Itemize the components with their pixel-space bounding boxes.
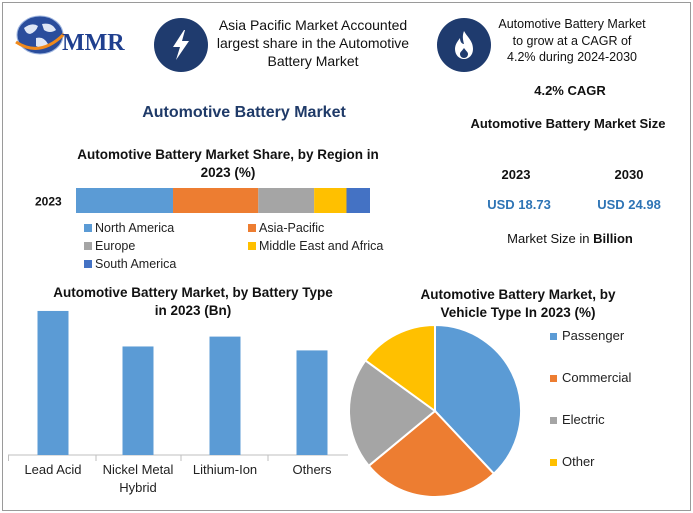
region-chart: 2023 North America Asia-Pacific Europe Middl…	[35, 188, 383, 271]
vehicle-legend-label: Electric	[562, 412, 605, 427]
value-2030: USD 24.98	[597, 197, 661, 212]
region-chart-title: Automotive Battery Market Share, by Regi…	[77, 147, 379, 180]
region-legend-swatch	[84, 260, 92, 268]
card2-icon-circle	[437, 18, 491, 72]
year-2023-label: 2023	[501, 167, 531, 182]
battery-category-label: Others	[292, 462, 332, 477]
flame-icon	[455, 31, 473, 59]
vehicle-pie-slice	[348, 359, 437, 468]
region-legend-label: Europe	[95, 239, 135, 253]
lightning-icon	[173, 30, 189, 60]
vehicle-chart: Passenger Commercial Electric Other	[348, 323, 631, 498]
vehicle-pie-slice	[434, 323, 522, 476]
vehicle-legend-swatch	[550, 459, 557, 466]
battery-bar	[122, 346, 154, 455]
vehicle-legend-label: Commercial	[562, 370, 631, 385]
card1-icon-circle	[154, 18, 208, 72]
region-legend-label: Asia-Pacific	[259, 221, 324, 235]
vehicle-chart-title: Automotive Battery Market, by Vehicle Ty…	[420, 287, 616, 320]
card2-text: Automotive Battery Market to grow at a C…	[498, 17, 646, 64]
vehicle-legend-label: Other	[562, 454, 595, 469]
region-bar-segment	[314, 188, 347, 213]
region-category-label: 2023	[35, 195, 62, 209]
region-bar-segment	[76, 188, 174, 213]
battery-category-label: Lithium-Ion	[193, 462, 257, 477]
region-legend-swatch	[248, 242, 256, 250]
battery-category-label: Nickel Metal	[103, 462, 174, 477]
region-legend-swatch	[248, 224, 256, 232]
battery-category-label: Hybrid	[119, 480, 157, 495]
region-bar-segment	[258, 188, 315, 213]
region-legend-label: Middle East and Africa	[259, 239, 383, 253]
page-title: Automotive Battery Market	[142, 104, 346, 121]
logo-text: MMR	[62, 30, 125, 56]
region-legend-swatch	[84, 242, 92, 250]
globe-logo-icon	[15, 15, 64, 55]
battery-bar	[37, 310, 69, 455]
region-legend-label: South America	[95, 257, 176, 271]
value-2023: USD 18.73	[487, 197, 551, 212]
battery-bar	[209, 336, 241, 455]
vehicle-legend-swatch	[550, 417, 557, 424]
market-size-title: Automotive Battery Market Size	[470, 116, 666, 131]
vehicle-pie-slice	[367, 409, 496, 498]
region-legend-label: North America	[95, 221, 174, 235]
region-bar-segment	[173, 188, 259, 213]
battery-chart-title: Automotive Battery Market, by Battery Ty…	[53, 285, 333, 318]
battery-category-label: Lead Acid	[24, 462, 81, 477]
region-bar-segment	[346, 188, 370, 213]
vehicle-legend-swatch	[550, 333, 557, 340]
battery-chart: Lead Acid Nickel Metal Hybrid Lithium-Ion Ot…	[8, 310, 348, 495]
region-legend-swatch	[84, 224, 92, 232]
vehicle-legend-label: Passenger	[562, 328, 625, 343]
cagr-value: 4.2% CAGR	[534, 83, 606, 98]
vehicle-pie-slice	[364, 323, 436, 413]
battery-bar	[296, 350, 328, 455]
vehicle-legend-swatch	[550, 375, 557, 382]
card1-text: Asia Pacific Market Accounted largest sh…	[216, 17, 410, 69]
year-2030-label: 2030	[614, 167, 644, 182]
market-size-note: Market Size in Billion	[507, 231, 633, 246]
